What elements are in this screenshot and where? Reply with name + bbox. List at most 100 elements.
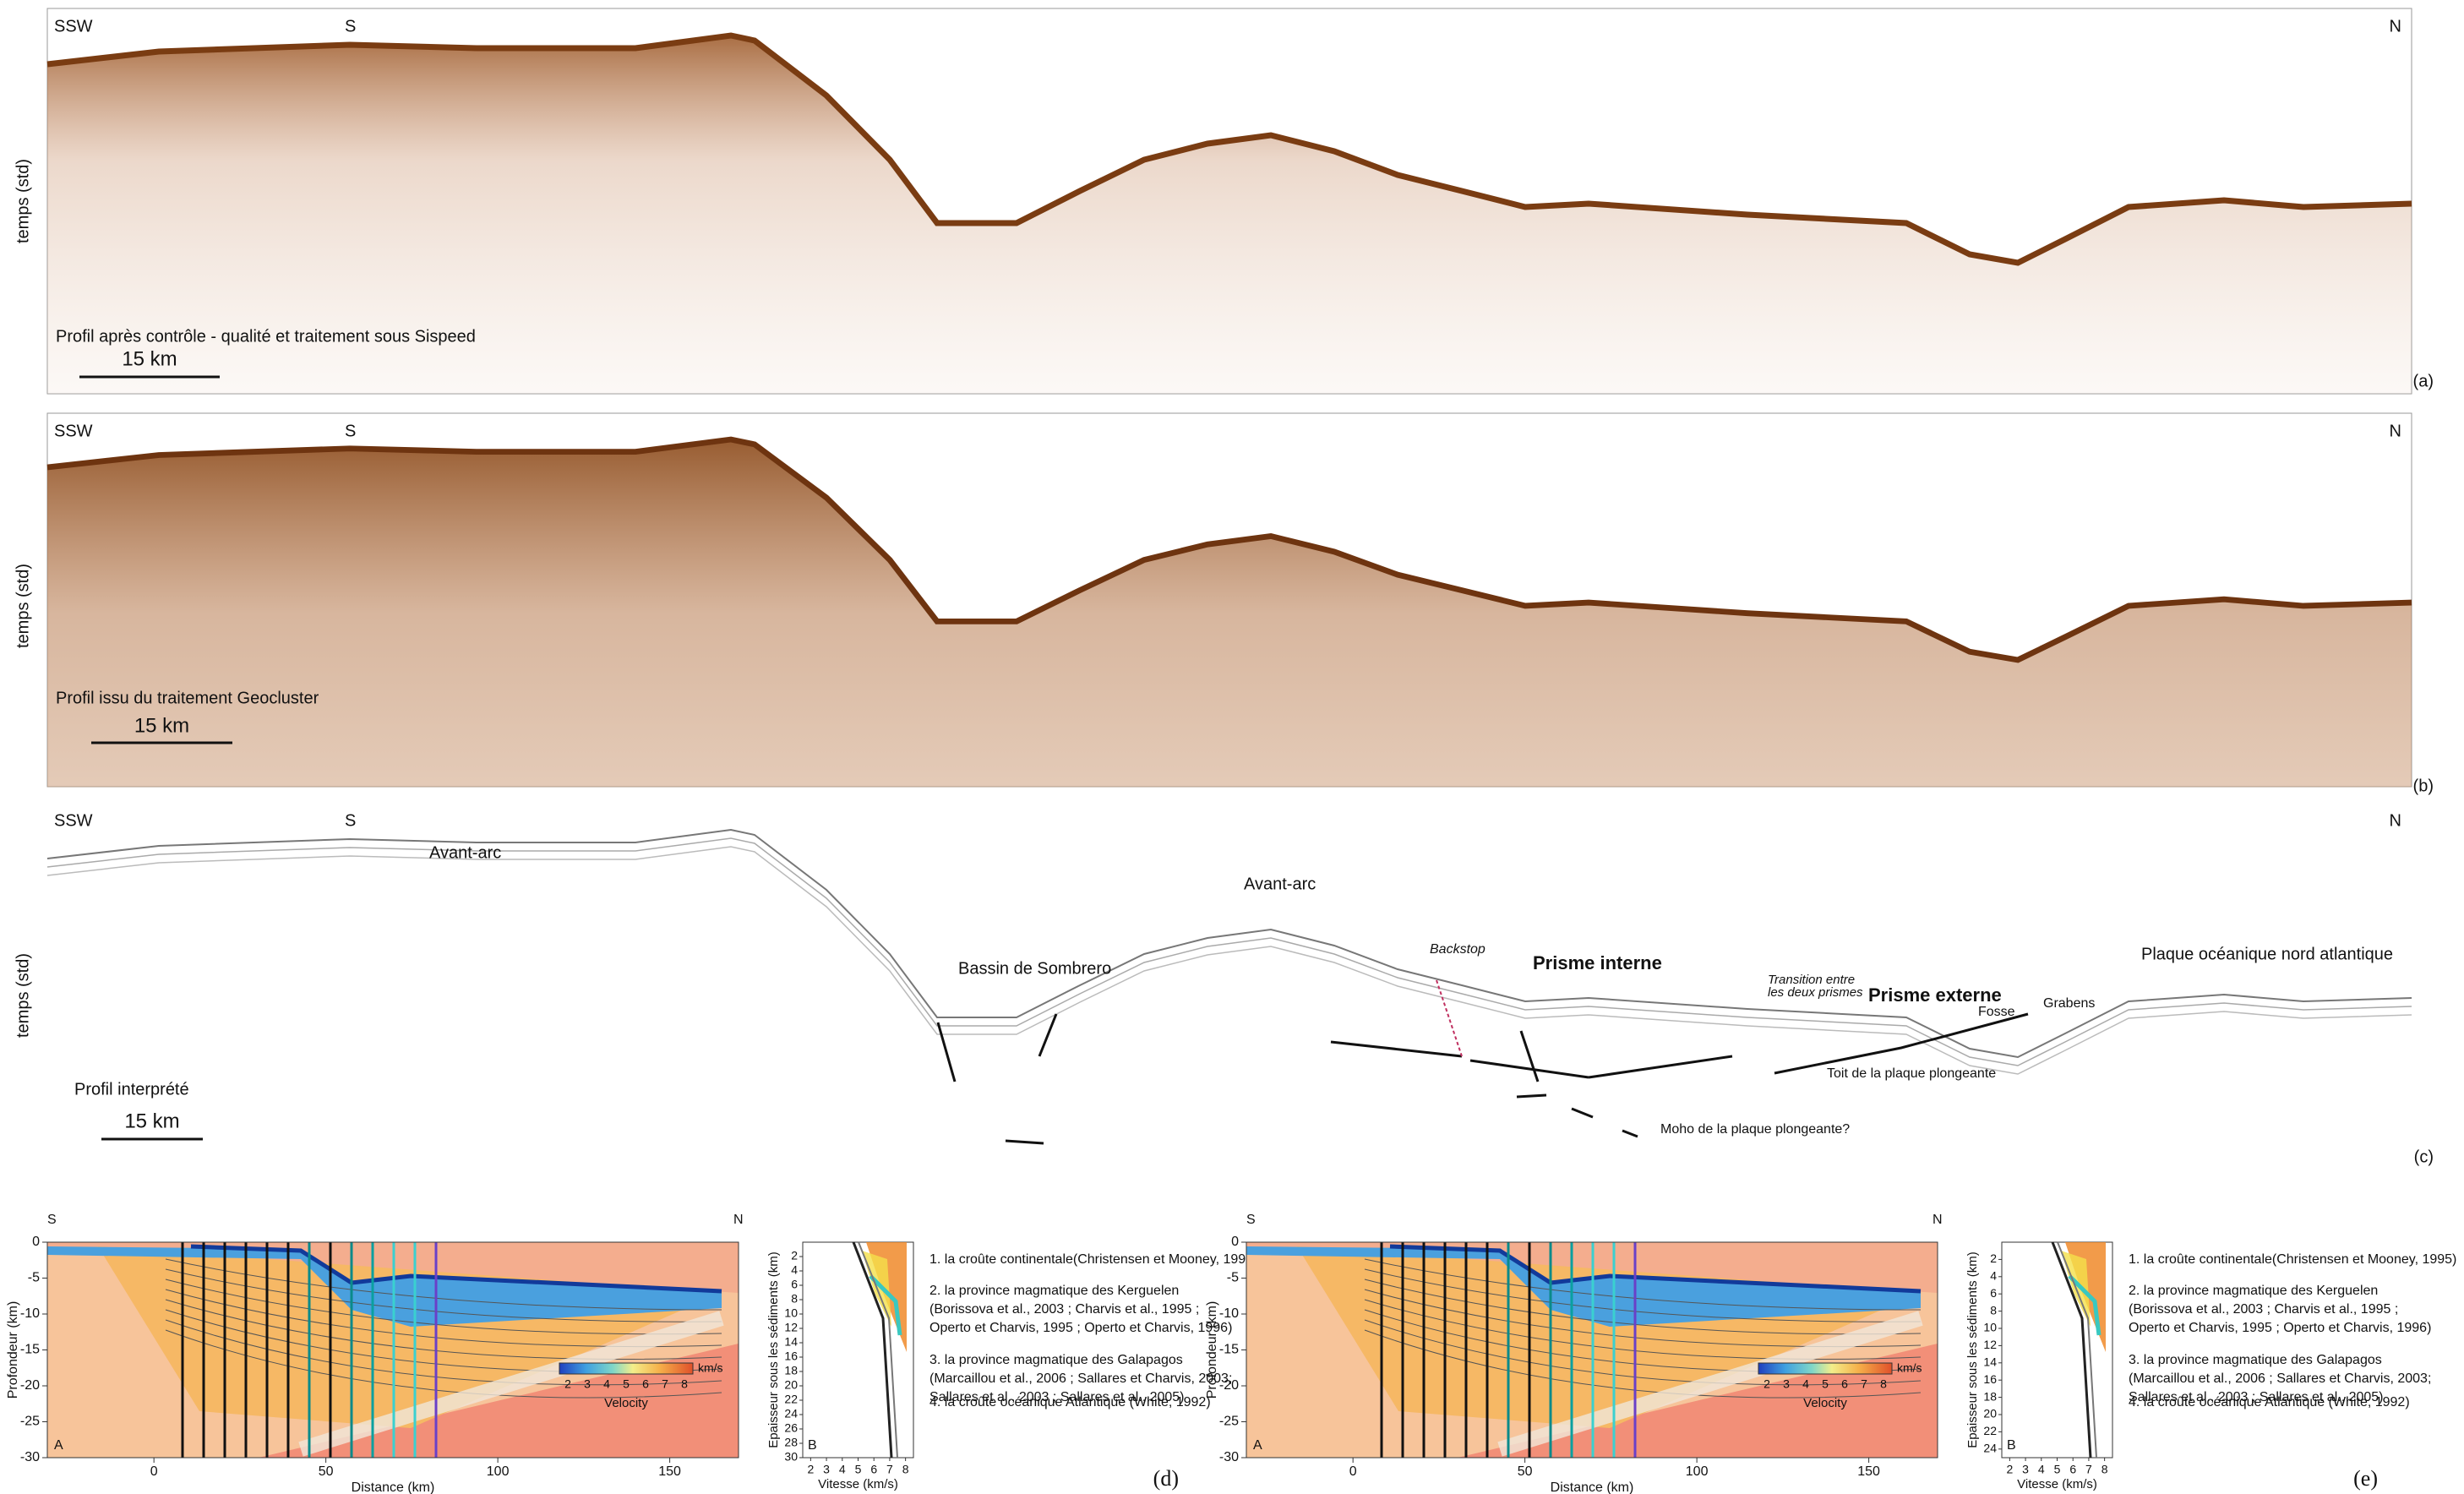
y-tick-label: -5: [1227, 1271, 1239, 1285]
sediments: [1246, 1246, 1921, 1327]
sub-y-tick-label: 30: [784, 1450, 798, 1464]
seismic-b: [47, 412, 2412, 788]
y-axis-label: Profondeur (km): [1205, 1301, 1219, 1399]
sub-y-tick-label: 12: [784, 1321, 798, 1334]
contour: [1364, 1258, 1922, 1311]
y-axis-label: temps (std): [14, 564, 32, 648]
y-axis-label: Profondeur (km): [6, 1301, 20, 1399]
scale-label: 15 km: [134, 714, 189, 737]
sub-y-tick-label: 12: [1983, 1338, 1997, 1351]
colorbar-tick: 3: [584, 1377, 591, 1391]
right-label: N: [1932, 1213, 1943, 1227]
sub-y-tick-label: 4: [1990, 1269, 1997, 1283]
sub-y-tick-label: 14: [784, 1335, 798, 1349]
interpretation-c: [46, 829, 2412, 1145]
sub-y-tick-label: 22: [1983, 1424, 1997, 1437]
colorbar-tick: 8: [1880, 1377, 1887, 1391]
colorbar-tick: 6: [642, 1377, 649, 1391]
y-tick-label: 0: [32, 1235, 40, 1249]
scale-label: 15 km: [124, 1110, 179, 1132]
sub-x-tick-label: 7: [2085, 1463, 2092, 1476]
y-tick-label: -30: [1219, 1450, 1239, 1464]
slab: [298, 1311, 724, 1457]
contour: [165, 1329, 722, 1399]
legend-text: 3. la province magmatique des Galapagos: [2129, 1353, 2382, 1367]
legend-text: (Borissova et al., 2003 ; Charvis et al.…: [2129, 1302, 2398, 1317]
legend-text: Sallares et al., 2003 ; Sallares et al.,…: [929, 1390, 1185, 1404]
legend-text: Sallares et al., 2003 ; Sallares et al.,…: [2129, 1390, 2384, 1404]
sub-x-tick-label: 3: [823, 1463, 830, 1476]
y-tick-label: -20: [1219, 1378, 1239, 1393]
contour: [165, 1279, 722, 1335]
y-tick-label: -25: [1219, 1415, 1239, 1429]
x-tick-label: 50: [1518, 1464, 1533, 1479]
contour: [165, 1299, 722, 1360]
left-label: S: [47, 1213, 57, 1227]
y-tick-label: -20: [20, 1378, 40, 1393]
y-tick-label: -25: [20, 1415, 40, 1429]
y-axis-label: temps (std): [14, 159, 32, 243]
sub-y-tick-label: 18: [1983, 1389, 1997, 1403]
sub-x-tick-label: 8: [902, 1463, 909, 1476]
sub-x-tick-label: 2: [2006, 1463, 2013, 1476]
legend-text: 4. la croûte océanique Atlantique (White…: [2129, 1395, 2410, 1409]
panel-tag: (e): [2353, 1466, 2378, 1491]
colorbar-label: Velocity: [604, 1396, 648, 1410]
oceanic: [869, 1274, 902, 1336]
interpretation-label: Fosse: [1978, 1005, 2015, 1019]
caption: Profil après contrôle - qualité et trait…: [56, 327, 476, 346]
panel-tag: (c): [2414, 1148, 2434, 1166]
sub-y-tick-label: 16: [1983, 1372, 1997, 1386]
contour: [165, 1319, 722, 1386]
colorbar-tick: 2: [1764, 1377, 1770, 1391]
sub-y-tick-label: 10: [1983, 1321, 1997, 1334]
contour: [1364, 1279, 1922, 1335]
y-tick-label: -15: [1219, 1343, 1239, 1357]
continental-2: [2057, 1241, 2097, 1459]
panel-tag: (d): [1153, 1466, 1179, 1491]
contour: [1364, 1299, 1922, 1360]
sub-y-tick-label: 24: [784, 1407, 798, 1420]
x-tick-label: 0: [1349, 1464, 1357, 1479]
mid-label: S: [345, 422, 356, 440]
oceanic: [2068, 1274, 2101, 1336]
sub-x-tick-label: 5: [2054, 1463, 2061, 1476]
mid-label: S: [345, 811, 356, 830]
left-label: SSW: [54, 422, 93, 440]
x-tick-label: 50: [319, 1464, 334, 1479]
sub-y-tick-label: 4: [791, 1263, 798, 1277]
right-label: N: [733, 1213, 744, 1227]
contour: [165, 1258, 722, 1311]
sub-x-tick-label: 5: [855, 1463, 862, 1476]
sub-y-tick-label: 26: [784, 1421, 798, 1435]
y-axis-label: temps (std): [14, 953, 32, 1038]
legend-text: 1. la croûte continentale(Christensen et…: [2129, 1252, 2456, 1267]
sub-y-tick-label: 28: [784, 1436, 798, 1449]
caption: Profil issu du traitement Geocluster: [56, 689, 319, 707]
contour: [1364, 1319, 1922, 1386]
sub-y-tick-label: 6: [1990, 1286, 1997, 1300]
y-tick-label: -15: [20, 1343, 40, 1357]
colorbar-tick: 4: [603, 1377, 610, 1391]
colorbar-tick: 7: [662, 1377, 668, 1391]
velocity-model: [46, 1241, 739, 1459]
left-label: SSW: [54, 17, 93, 35]
right-label: N: [2390, 17, 2401, 35]
contour: [1364, 1329, 1922, 1399]
colorbar-tick: 5: [623, 1377, 630, 1391]
y-tick-label: -30: [20, 1450, 40, 1464]
sub-x-tick-label: 6: [870, 1463, 877, 1476]
interpretation-label: Bassin de Sombrero: [958, 959, 1111, 978]
panel-tag: (a): [2413, 372, 2434, 390]
interpretation-label: Transition entre: [1768, 973, 1855, 987]
colorbar-tick: 3: [1783, 1377, 1790, 1391]
sub-y-tick-label: 8: [1990, 1303, 1997, 1317]
x-tick-label: 100: [1686, 1464, 1709, 1479]
sub-x-tick-label: 2: [807, 1463, 814, 1476]
sediments: [47, 1246, 722, 1327]
sub-x-tick-label: 4: [2038, 1463, 2045, 1476]
slab: [1497, 1311, 1923, 1457]
sub-y-tick-label: 20: [1983, 1407, 1997, 1420]
sub-y-tick-label: 8: [791, 1292, 798, 1306]
